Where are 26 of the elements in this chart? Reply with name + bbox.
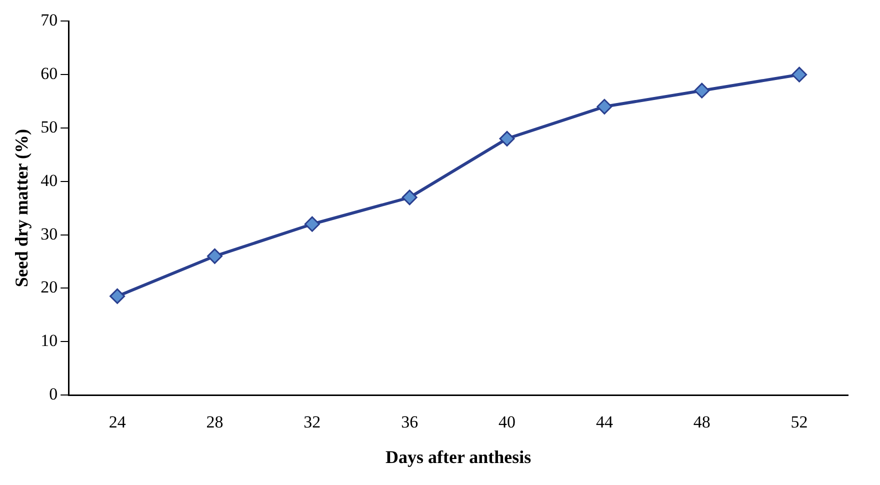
y-tick-label: 50 <box>40 117 58 136</box>
x-tick-label: 40 <box>498 412 516 432</box>
x-axis-title: Days after anthesis <box>385 446 532 467</box>
point <box>596 98 612 114</box>
y-tick-label: 30 <box>40 224 58 244</box>
point <box>206 248 222 264</box>
y-axis-title: Seed dry matter (%) <box>11 129 32 288</box>
y-tick-label: 70 <box>40 10 58 30</box>
point <box>792 66 808 82</box>
x-tick-label: 28 <box>206 412 224 432</box>
y-tick-label: 40 <box>40 170 58 190</box>
x-tick-label: 52 <box>790 412 808 432</box>
point <box>694 82 710 98</box>
point <box>499 130 515 146</box>
x-tick-label: 24 <box>108 412 126 432</box>
point <box>402 190 418 206</box>
x-tick-label: 48 <box>693 412 710 432</box>
y-tick-label: 10 <box>40 331 58 350</box>
y-tick-label: 20 <box>40 278 58 297</box>
x-tick-label: 44 <box>596 412 614 432</box>
point <box>110 288 126 304</box>
y-tick-label: 0 <box>49 384 58 404</box>
y-tick-label: 60 <box>40 64 58 84</box>
x-tick-label: 32 <box>304 412 321 432</box>
point <box>304 216 320 232</box>
x-tick-label: 36 <box>401 412 418 432</box>
